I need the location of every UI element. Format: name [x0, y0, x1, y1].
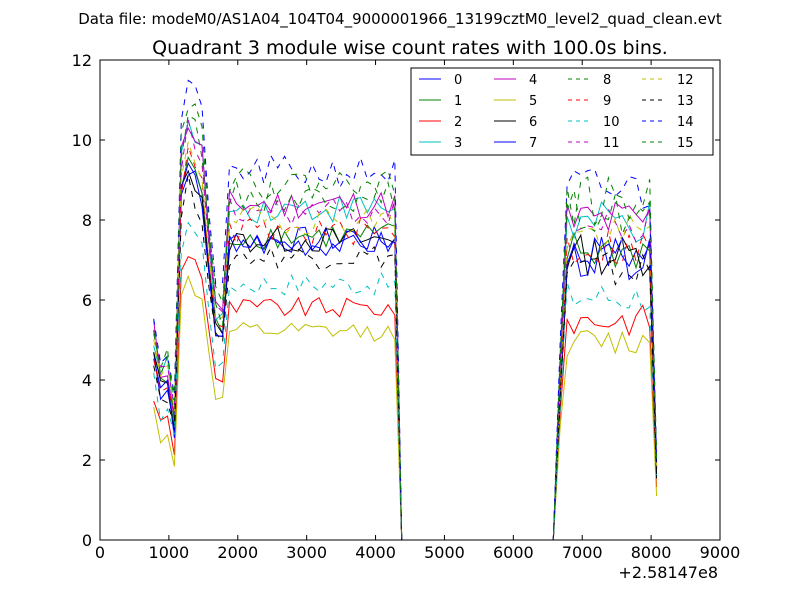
series-layer — [153, 79, 658, 541]
series-line-3 — [153, 118, 658, 541]
series-line-10 — [153, 221, 658, 541]
x-tick-label: 2000 — [217, 543, 258, 562]
series-line-0 — [153, 170, 658, 541]
x-tick-label: 5000 — [424, 543, 465, 562]
series-line-5 — [153, 274, 658, 541]
y-tick-label: 8 — [82, 211, 92, 230]
x-offset-label: +2.58147e8 — [618, 563, 718, 582]
y-tick-label: 6 — [82, 291, 92, 310]
figure-suptitle: Data file: modeM0/AS1A04_104T04_90000019… — [78, 10, 722, 29]
legend-box — [410, 67, 714, 156]
legend-label-15: 15 — [677, 136, 694, 151]
legend-label-0: 0 — [454, 73, 462, 88]
series-line-12 — [153, 141, 658, 541]
y-tick-label: 0 — [82, 531, 92, 550]
legend-label-13: 13 — [677, 94, 694, 109]
legend-label-10: 10 — [603, 115, 620, 130]
legend-label-3: 3 — [454, 136, 462, 151]
x-tick-label: 8000 — [631, 543, 672, 562]
x-tick-label: 9000 — [700, 543, 741, 562]
y-tick-label: 12 — [72, 51, 92, 70]
legend-label-9: 9 — [603, 94, 611, 109]
legend-label-4: 4 — [529, 73, 537, 88]
legend-label-2: 2 — [454, 115, 462, 130]
legend-label-11: 11 — [603, 136, 620, 151]
x-tick-label: 0 — [95, 543, 105, 562]
legend-label-14: 14 — [677, 115, 694, 130]
chart-title: Quadrant 3 module wise count rates with … — [152, 37, 668, 59]
axis-ticks: 0 1000 2000 3000 4000 5000 6000 7000 8000 9000 0 2 4… — [72, 51, 741, 562]
series-line-7 — [153, 162, 658, 541]
series-line-14 — [153, 79, 658, 541]
legend-label-7: 7 — [529, 136, 537, 151]
legend-label-8: 8 — [603, 73, 611, 88]
x-tick-label: 3000 — [286, 543, 327, 562]
x-tick-label: 6000 — [493, 543, 534, 562]
y-tick-label: 4 — [82, 371, 92, 390]
x-tick-label: 4000 — [355, 543, 396, 562]
legend-label-6: 6 — [529, 115, 537, 130]
y-tick-label: 2 — [82, 451, 92, 470]
legend-label-12: 12 — [677, 73, 694, 88]
y-tick-label: 10 — [72, 131, 92, 150]
legend-label-1: 1 — [454, 94, 462, 109]
x-tick-label: 7000 — [562, 543, 603, 562]
series-line-6 — [153, 169, 658, 541]
series-line-1 — [153, 156, 658, 541]
series-line-11 — [153, 119, 658, 541]
series-line-15 — [153, 103, 658, 541]
series-line-8 — [153, 114, 658, 541]
series-line-9 — [153, 146, 658, 541]
series-line-2 — [153, 256, 658, 541]
x-tick-label: 1000 — [149, 543, 190, 562]
legend-label-5: 5 — [529, 94, 537, 109]
